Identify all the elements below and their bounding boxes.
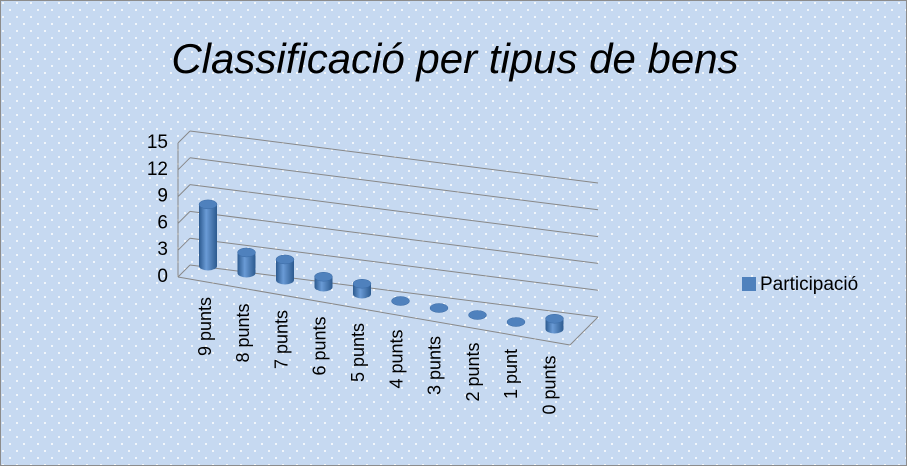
bar [314, 271, 333, 292]
x-tick-label: 5 punts [348, 323, 368, 382]
legend-label: Participació [760, 274, 858, 295]
grid-line [189, 130, 599, 184]
grid-line [189, 237, 599, 291]
y-tick-label: 3 [157, 239, 168, 260]
x-tick-label: 7 punts [271, 310, 291, 369]
floor-edge [177, 276, 571, 346]
grid-line [177, 130, 191, 144]
x-tick-label: 8 punts [233, 304, 253, 363]
x-tick-label: 9 punts [195, 297, 215, 356]
y-tick-label: 9 [157, 186, 168, 207]
grid-line [177, 237, 191, 251]
bar [429, 303, 449, 313]
bar [275, 254, 295, 285]
grid-line [189, 157, 599, 211]
x-tick-label: 0 punts [539, 356, 559, 415]
bar [198, 199, 218, 271]
legend-swatch [742, 277, 756, 291]
grid-line [189, 184, 599, 238]
x-tick-label: 2 punts [463, 342, 483, 401]
x-tick-label: 3 punts [425, 336, 445, 395]
x-tick-label: 6 punts [310, 317, 330, 376]
y-tick-label: 0 [157, 266, 168, 287]
bar [545, 313, 564, 334]
bar [468, 310, 487, 320]
chart-title: Classificació per tipus de bens [171, 35, 738, 82]
grid-line [177, 211, 191, 224]
y-tick-label: 6 [157, 212, 168, 233]
grid-line [177, 184, 191, 197]
bar [391, 296, 410, 306]
bar [352, 278, 372, 299]
floor-edge [569, 316, 599, 346]
x-tick-label: 1 punt [501, 349, 521, 399]
x-tick-label: 4 punts [386, 330, 406, 389]
bar [506, 317, 526, 327]
bar [237, 247, 256, 278]
y-tick-label: 15 [147, 132, 168, 153]
grid-line [189, 210, 599, 264]
grid-line [177, 264, 191, 278]
grid-line [189, 264, 599, 318]
grid-line [177, 157, 191, 171]
y-tick-label: 12 [147, 159, 168, 180]
